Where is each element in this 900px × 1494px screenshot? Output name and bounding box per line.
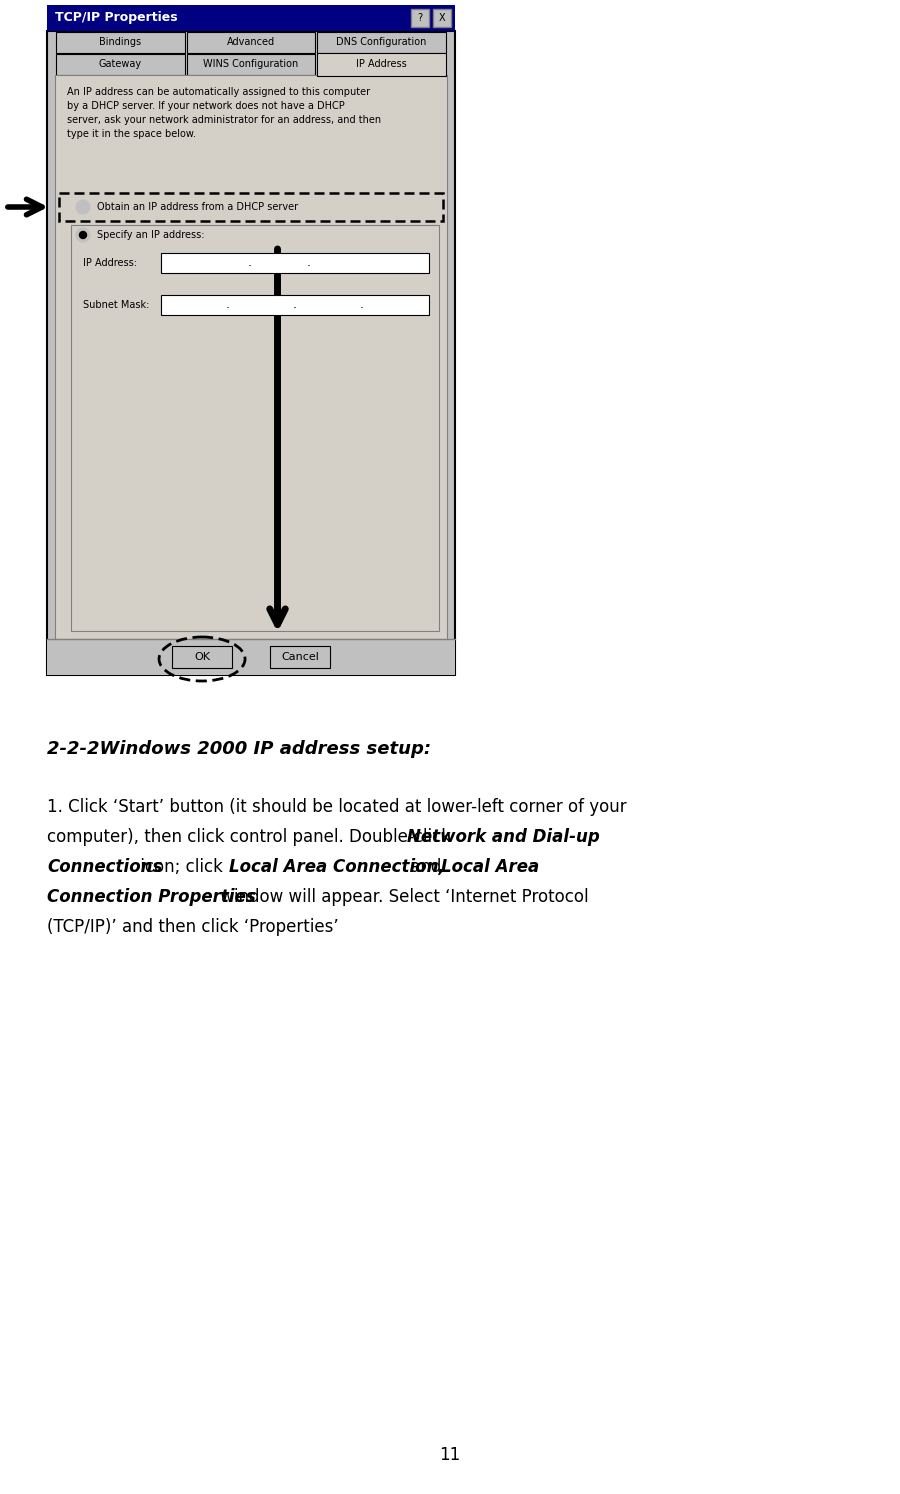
Bar bbox=[55, 75, 447, 639]
Text: .: . bbox=[248, 257, 251, 269]
Circle shape bbox=[76, 229, 90, 242]
Circle shape bbox=[76, 200, 90, 214]
Bar bbox=[56, 54, 184, 75]
Text: X: X bbox=[438, 13, 446, 22]
Text: Cancel: Cancel bbox=[281, 651, 319, 662]
Text: (TCP/IP)’ and then click ‘Properties’: (TCP/IP)’ and then click ‘Properties’ bbox=[47, 917, 338, 937]
Text: Connection Properties: Connection Properties bbox=[47, 887, 256, 905]
Text: .: . bbox=[360, 299, 364, 312]
Bar bbox=[411, 9, 429, 27]
Text: Local Area: Local Area bbox=[441, 858, 539, 875]
Text: 2-2-2Windows 2000 IP address setup:: 2-2-2Windows 2000 IP address setup: bbox=[47, 740, 431, 757]
Text: Gateway: Gateway bbox=[99, 58, 142, 69]
Text: DNS Configuration: DNS Configuration bbox=[337, 37, 427, 46]
Text: Subnet Mask:: Subnet Mask: bbox=[83, 300, 149, 309]
Bar bbox=[318, 31, 446, 52]
Bar bbox=[47, 4, 455, 31]
Text: Bindings: Bindings bbox=[99, 37, 141, 46]
Text: Connections: Connections bbox=[47, 858, 162, 875]
Text: .: . bbox=[226, 299, 230, 312]
Text: An IP address can be automatically assigned to this computer
by a DHCP server. I: An IP address can be automatically assig… bbox=[67, 87, 381, 139]
Text: WINS Configuration: WINS Configuration bbox=[203, 58, 299, 69]
Text: ?: ? bbox=[418, 13, 423, 22]
Text: 1. Click ‘Start’ button (it should be located at lower-left corner of your: 1. Click ‘Start’ button (it should be lo… bbox=[47, 798, 626, 816]
Bar bbox=[433, 9, 451, 27]
Bar bbox=[172, 645, 232, 668]
Bar bbox=[161, 294, 429, 315]
Text: Specify an IP address:: Specify an IP address: bbox=[97, 230, 204, 241]
Text: and: and bbox=[405, 858, 446, 875]
Bar bbox=[47, 639, 455, 675]
Text: TCP/IP Properties: TCP/IP Properties bbox=[55, 12, 177, 24]
Text: IP Address: IP Address bbox=[356, 58, 407, 69]
Text: Local Area Connection,: Local Area Connection, bbox=[229, 858, 445, 875]
Bar bbox=[186, 31, 315, 52]
Text: IP Address:: IP Address: bbox=[83, 258, 137, 267]
Bar bbox=[161, 252, 429, 273]
Bar bbox=[47, 31, 455, 675]
Text: computer), then click control panel. Double-click: computer), then click control panel. Dou… bbox=[47, 828, 456, 846]
Text: .: . bbox=[293, 299, 297, 312]
Bar bbox=[56, 31, 184, 52]
Circle shape bbox=[79, 232, 86, 239]
Bar bbox=[318, 52, 446, 76]
Bar bbox=[270, 645, 330, 668]
Text: Network and Dial-up: Network and Dial-up bbox=[407, 828, 599, 846]
Bar bbox=[186, 54, 315, 75]
Text: icon; click: icon; click bbox=[135, 858, 228, 875]
Bar bbox=[71, 226, 439, 630]
Text: Obtain an IP address from a DHCP server: Obtain an IP address from a DHCP server bbox=[97, 202, 298, 212]
Text: .: . bbox=[306, 257, 310, 269]
Text: OK: OK bbox=[194, 651, 210, 662]
Text: 11: 11 bbox=[439, 1446, 461, 1464]
Text: window will appear. Select ‘Internet Protocol: window will appear. Select ‘Internet Pro… bbox=[215, 887, 589, 905]
Text: Advanced: Advanced bbox=[227, 37, 275, 46]
